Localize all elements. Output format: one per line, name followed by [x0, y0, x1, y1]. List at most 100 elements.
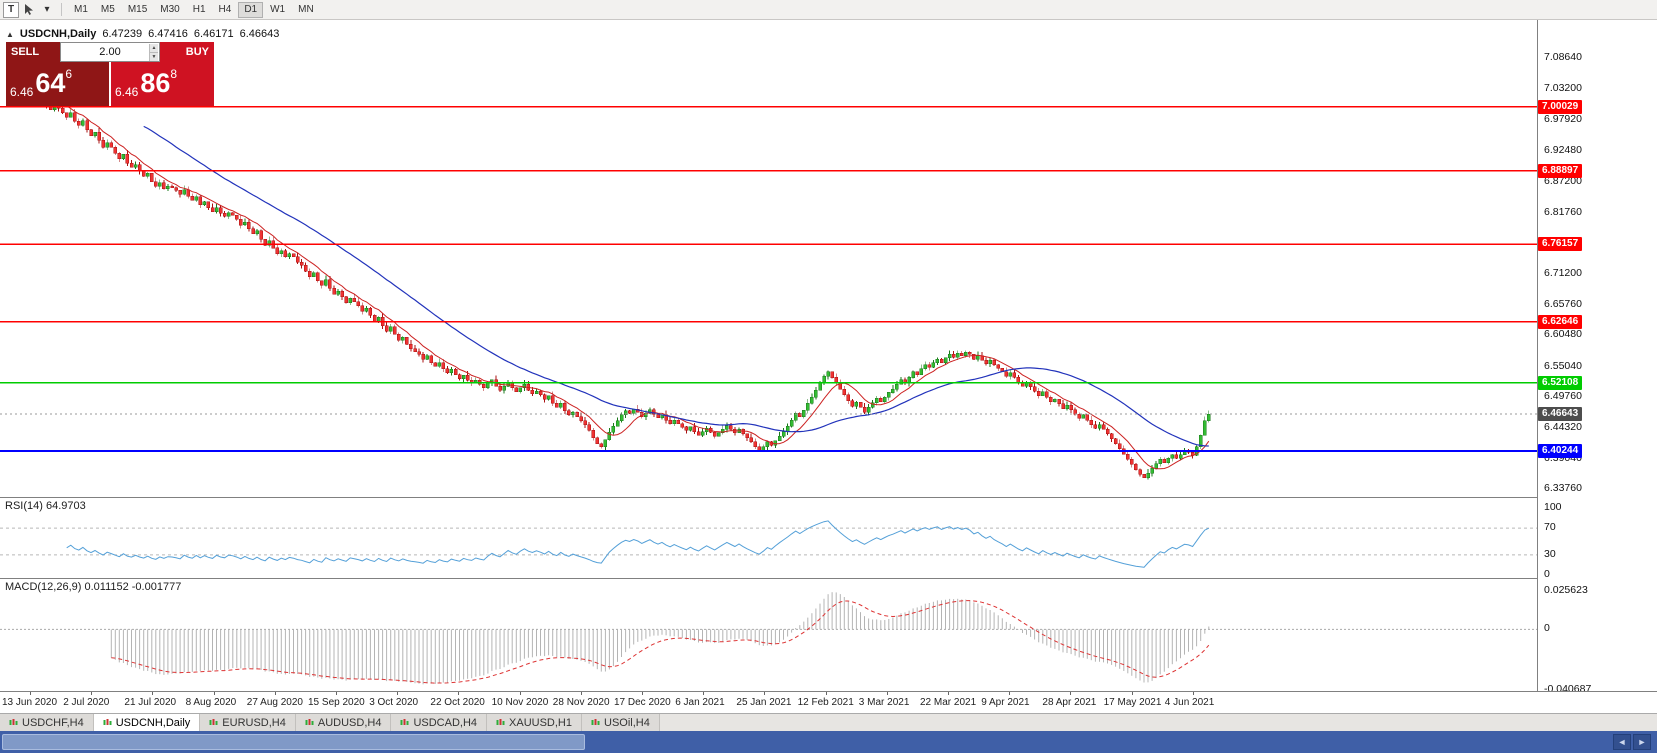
time-axis-label: 25 Jan 2021 — [736, 697, 792, 708]
price-level-tag: 6.62646 — [1538, 314, 1583, 329]
rsi-axis-label: 0 — [1544, 568, 1550, 580]
horizontal-scrollbar[interactable]: ◄ ► — [0, 731, 1657, 753]
time-axis-tick — [1192, 692, 1194, 695]
scroll-left-button[interactable]: ◄ — [1613, 734, 1631, 750]
chart-tab-icon — [103, 718, 112, 727]
time-axis-tick — [274, 692, 276, 695]
timeframe-button-w1[interactable]: W1 — [264, 2, 291, 18]
timeframe-button-m5[interactable]: M5 — [95, 2, 121, 18]
time-axis-label: 22 Oct 2020 — [430, 697, 485, 708]
chart-symbol-label: USDCNH,Daily — [19, 28, 97, 40]
timeframe-button-d1[interactable]: D1 — [238, 1, 264, 18]
chart-tab-icon — [591, 718, 600, 727]
time-axis-label: 28 Nov 2020 — [552, 697, 610, 708]
chart-tab-icon — [9, 718, 18, 727]
chart-tab-usdcad-h4[interactable]: USDCAD,H4 — [391, 714, 488, 731]
volume-decrease-button[interactable]: ▼ — [149, 52, 158, 61]
time-axis-label: 13 Jun 2020 — [2, 697, 58, 708]
ohlc-low: 6.46171 — [193, 28, 234, 40]
time-axis-label: 12 Feb 2021 — [797, 697, 854, 708]
buy-price-sup: 8 — [170, 67, 178, 81]
sell-price-big: 64 — [35, 68, 66, 98]
timeframe-button-m30[interactable]: M30 — [154, 2, 185, 18]
scrollbar-thumb[interactable] — [2, 734, 585, 750]
chart-tab-usoil-h4[interactable]: USOil,H4 — [582, 714, 660, 731]
time-axis-label: 9 Apr 2021 — [981, 697, 1030, 708]
toolbar: T ▾ M1 M5 M15 M30 H1 H4 D1 W1 MN — [0, 0, 1657, 20]
scroll-right-button[interactable]: ► — [1633, 734, 1651, 750]
time-axis-label: 17 Dec 2020 — [614, 697, 671, 708]
time-axis-label: 3 Oct 2020 — [369, 697, 419, 708]
chart-tab-label: USDCHF,H4 — [22, 716, 84, 729]
candlestick-chart[interactable] — [0, 20, 1537, 497]
price-axis-label: 6.33760 — [1544, 482, 1582, 495]
chart-tab-audusd-h4[interactable]: AUDUSD,H4 — [295, 714, 392, 731]
time-axis-tick — [825, 692, 827, 695]
time-axis-label: 10 Nov 2020 — [491, 697, 549, 708]
price-level-tag: 6.52108 — [1538, 375, 1583, 390]
macd-axis-label: 0.025623 — [1544, 583, 1588, 596]
macd-plot — [0, 592, 1537, 685]
time-axis-label: 28 Apr 2021 — [1042, 697, 1097, 708]
text-tool-button[interactable]: T — [3, 1, 19, 18]
time-axis-tick — [152, 692, 154, 695]
sell-button[interactable]: SELL — [6, 42, 60, 62]
time-axis-tick — [458, 692, 460, 695]
time-axis-tick — [91, 692, 93, 695]
chart-tab-xauusd-h1[interactable]: XAUUSD,H1 — [487, 714, 582, 731]
time-axis-tick — [213, 692, 215, 695]
volume-increase-button[interactable]: ▲ — [149, 44, 158, 52]
time-axis-tick — [580, 692, 582, 695]
price-axis-label: 6.49760 — [1544, 390, 1582, 403]
buy-price-big: 86 — [140, 68, 171, 98]
one-click-trading-toggle-icon[interactable]: ▲ — [6, 29, 14, 39]
price-axis-label: 6.92480 — [1544, 144, 1582, 157]
timeframe-button-m1[interactable]: M1 — [68, 2, 94, 18]
chart-tab-icon — [209, 718, 218, 727]
time-axis-label: 4 Jun 2021 — [1164, 697, 1215, 708]
chart-window: ▲ USDCNH,Daily 6.47239 6.47416 6.46171 6… — [0, 20, 1657, 695]
chart-tab-label: USDCAD,H4 — [413, 716, 478, 729]
chart-tab-eurusd-h4[interactable]: EURUSD,H4 — [200, 714, 296, 731]
time-axis-tick — [703, 692, 705, 695]
time-axis[interactable]: 13 Jun 2020 2 Jul 2020 21 Jul 2020 8 Aug 20… — [0, 691, 1657, 713]
time-axis-tick — [642, 692, 643, 695]
time-axis-tick — [886, 692, 888, 695]
cursor-tool-button[interactable] — [21, 2, 37, 18]
timeframe-button-h4[interactable]: H4 — [213, 2, 238, 18]
price-axis-label: 6.65760 — [1544, 298, 1582, 310]
volume-spinner: ▲ ▼ — [149, 44, 158, 61]
timeframe-button-h1[interactable]: H1 — [187, 2, 212, 18]
sell-price-display[interactable]: 6.46 64 6 — [6, 62, 109, 106]
rsi-axis-label: 30 — [1544, 547, 1556, 560]
timeframe-buttons: M1 M5 M15 M30 H1 H4 D1 W1 MN — [68, 1, 320, 18]
chart-tab-bar: USDCHF,H4 USDCNH,Daily EURUSD,H4 AUDUSD,H4 U… — [0, 713, 1657, 731]
time-axis-tick — [1009, 692, 1011, 695]
tool-dropdown-button[interactable]: ▾ — [39, 2, 55, 18]
price-axis[interactable]: 7.08640 7.03200 6.97920 6.92480 6.87200 6.817… — [1537, 20, 1657, 695]
time-axis-tick — [336, 692, 337, 695]
volume-value: 2.00 — [99, 46, 121, 58]
price-axis-label: 6.60480 — [1544, 328, 1582, 341]
price-axis-label: 7.03200 — [1544, 82, 1582, 95]
buy-button[interactable]: BUY — [160, 42, 214, 62]
price-level-tag: 7.00029 — [1538, 99, 1583, 114]
buy-price-prefix: 6.46 — [115, 85, 139, 99]
timeframe-button-mn[interactable]: MN — [292, 2, 320, 18]
chart-tab-usdcnh-daily[interactable]: USDCNH,Daily — [93, 714, 201, 731]
chart-tab-label: AUDUSD,H4 — [317, 716, 382, 729]
price-axis-label: 6.81760 — [1544, 205, 1582, 218]
price-level-tag: 6.76157 — [1538, 237, 1583, 252]
buy-price-display[interactable]: 6.46 86 8 — [111, 62, 214, 106]
macd-axis-label: 0 — [1544, 622, 1550, 635]
volume-field[interactable]: 2.00 ▲ ▼ — [60, 42, 160, 62]
ohlc-high: 6.47416 — [148, 28, 188, 40]
time-axis-label: 3 Mar 2021 — [858, 697, 910, 708]
time-axis-label: 15 Sep 2020 — [308, 697, 365, 708]
time-axis-label: 21 Jul 2020 — [124, 697, 177, 708]
time-axis-label: 22 Mar 2021 — [920, 697, 977, 708]
timeframe-button-m15[interactable]: M15 — [122, 2, 153, 18]
price-axis-label: 6.44320 — [1544, 421, 1582, 434]
chart-tab-usdchf-h4[interactable]: USDCHF,H4 — [0, 714, 94, 731]
